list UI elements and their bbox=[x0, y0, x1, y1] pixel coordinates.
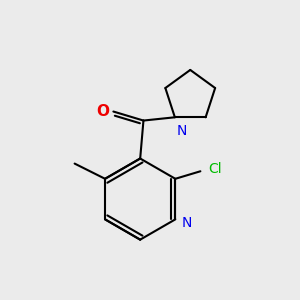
Text: N: N bbox=[182, 216, 192, 230]
Text: Cl: Cl bbox=[208, 162, 221, 176]
Text: N: N bbox=[176, 124, 187, 138]
Text: O: O bbox=[96, 104, 110, 119]
